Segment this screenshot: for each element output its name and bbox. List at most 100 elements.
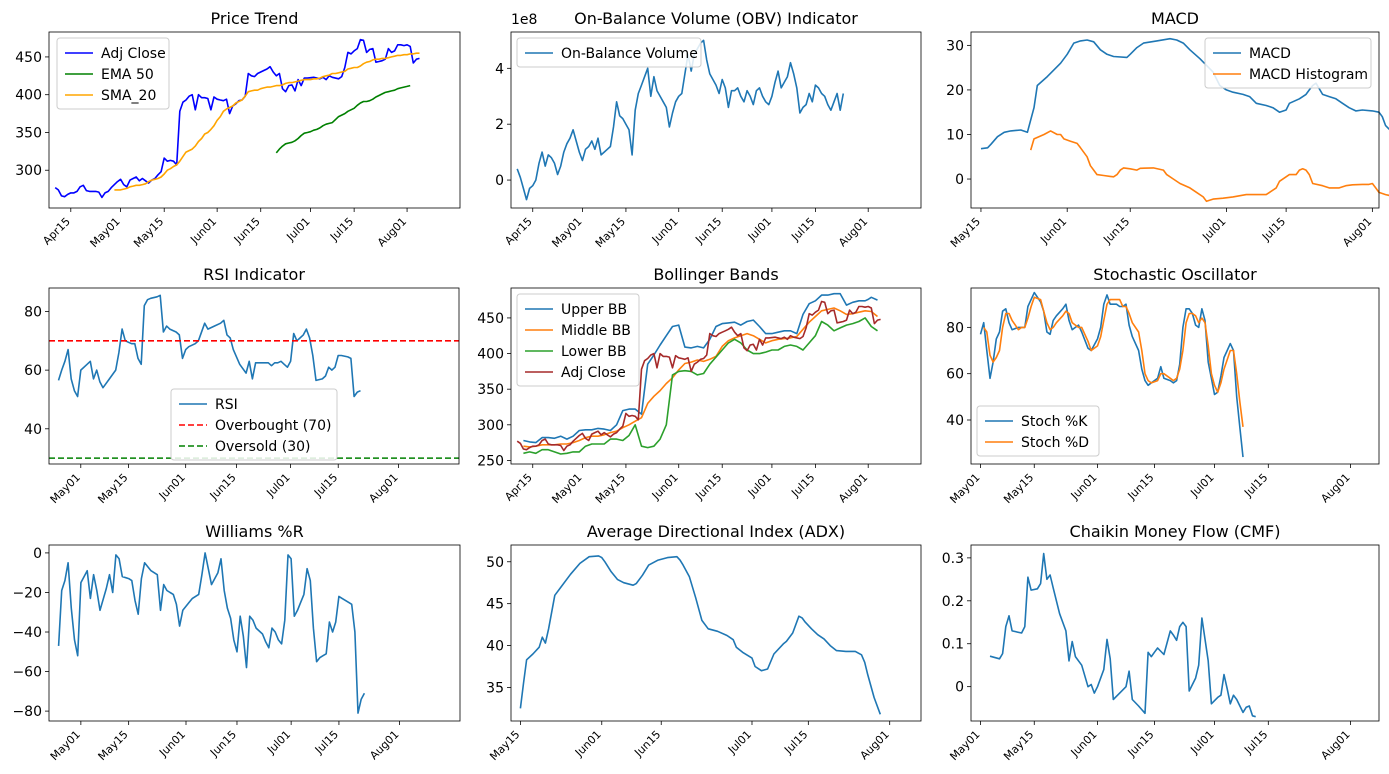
legend-label: Adj Close [561,365,626,381]
y-tick-label: 0 [33,546,42,562]
x-tick-label: May01 [549,471,584,506]
series-line-middle-bb [523,307,879,448]
legend-label: On-Balance Volume [561,46,698,62]
x-tick-label: Aug01 [1340,215,1374,249]
chart-title: Bollinger Bands [653,265,778,284]
x-tick-label: May15 [593,471,628,506]
legend-label: Middle BB [561,323,631,339]
chart-adx: Average Directional Index (ADX) 35 40 45 50 M… [486,522,922,763]
legend: Adj Close EMA 50 SMA_20 [56,37,170,110]
series-line-adj-close [516,300,881,452]
x-tick-label: May15 [1001,471,1036,506]
y-tick-label: 30 [946,38,964,54]
y-tick-label: 0 [955,680,964,696]
legend-label: Lower BB [561,344,627,360]
x-tick-label: Jul15 [781,728,810,757]
chart-title: Chaikin Money Flow (CMF) [1070,522,1281,541]
series-line-upper-bb [523,292,878,444]
axes-frame [970,287,1380,465]
x-tick-label: Jul15 [788,215,817,244]
x-tick-label: May01 [947,471,982,506]
axis-offset-label: 1e8 [511,12,537,28]
legend-label: Oversold (30) [215,439,311,455]
x-tick-label: Jun15 [207,728,239,760]
chart-rsi: RSI Indicator 40 60 80 May01 May15 Jun01 Jun15 J… [24,265,460,506]
y-tick-label: 0.2 [942,594,964,610]
x-tick-label: Jul01 [745,215,774,244]
axes-frame [510,544,922,722]
y-tick-label: 300 [477,418,504,434]
x-tick-label: Aug01 [375,215,409,249]
x-tick-label: Jun01 [156,728,188,760]
series-line-on-balance-volume [516,39,845,201]
series-line-rsi [57,294,361,398]
x-tick-label: May01 [48,728,83,763]
x-tick-label: Apr15 [502,471,535,504]
axes-frame [970,31,1380,209]
legend-label: RSI [215,397,238,413]
y-tick-label: −80 [12,704,42,720]
chart-title: Stochastic Oscillator [1093,265,1257,284]
x-tick-label: May01 [549,215,584,250]
legend-box [516,37,702,68]
y-tick-label: −40 [12,625,42,641]
y-tick-label: 0.1 [942,637,964,653]
chart-obv: On-Balance Volume (OBV) Indicator 1e8 0 2 4 A… [495,9,922,250]
x-tick-label: Jul01 [264,728,293,757]
x-tick-label: Jun15 [692,471,724,503]
legend-box [976,405,1100,457]
x-tick-label: Jun01 [1068,471,1100,503]
series-line-lower-bb [523,317,878,455]
y-tick-label: 350 [15,125,42,141]
chart-title: RSI Indicator [203,265,305,284]
series-line-sma-20 [114,52,420,191]
legend: RSI Overbought (70) Oversold (30) [170,388,338,461]
y-tick-label: 2 [495,117,504,133]
axes-frame [510,287,922,465]
chart-title: MACD [1151,9,1199,28]
legend-label: MACD [1249,46,1291,62]
y-tick-label: 60 [24,363,42,379]
x-tick-label: Jul01 [1187,471,1216,500]
x-tick-label: Jul15 [312,728,341,757]
axes-frame [510,31,922,209]
x-tick-label: Aug01 [836,215,870,249]
x-tick-label: Jun15 [1100,215,1132,247]
x-tick-label: Jul01 [725,728,754,757]
y-tick-label: 80 [24,304,42,320]
x-tick-label: Jul15 [311,471,340,500]
x-tick-label: Aug01 [366,471,400,505]
x-tick-label: Jul01 [283,215,312,244]
chart-title: On-Balance Volume (OBV) Indicator [574,9,858,28]
legend-label: Stoch %K [1021,414,1088,430]
x-tick-label: May15 [95,471,130,506]
x-tick-label: Jun01 [649,471,681,503]
y-tick-label: 300 [15,163,42,179]
y-tick-label: −60 [12,665,42,681]
y-tick-label: 50 [486,555,504,571]
legend-label: Stoch %D [1021,435,1089,451]
y-tick-label: 45 [486,597,504,613]
legend-label: Overbought (70) [215,418,331,434]
x-tick-label: Jul15 [1241,728,1270,757]
y-tick-label: 40 [24,422,42,438]
series-line-macd-histogram [1029,130,1389,203]
y-tick-label: 60 [946,367,964,383]
x-tick-label: Aug01 [836,471,870,505]
y-tick-label: 40 [946,413,964,429]
x-tick-label: Jun15 [631,728,663,760]
chart-title: Price Trend [211,9,299,28]
x-tick-label: Jul01 [263,471,292,500]
x-tick-label: Jun01 [187,215,219,247]
legend-label: Upper BB [561,302,627,318]
y-tick-label: 20 [946,83,964,99]
axes-frame [48,287,460,465]
axes-frame [970,544,1380,722]
y-tick-label: 400 [477,347,504,363]
y-tick-label: 4 [495,61,504,77]
y-tick-label: 35 [486,680,504,696]
x-tick-label: Jun01 [649,215,681,247]
y-tick-label: 450 [477,311,504,327]
series-line-adx [519,555,882,715]
